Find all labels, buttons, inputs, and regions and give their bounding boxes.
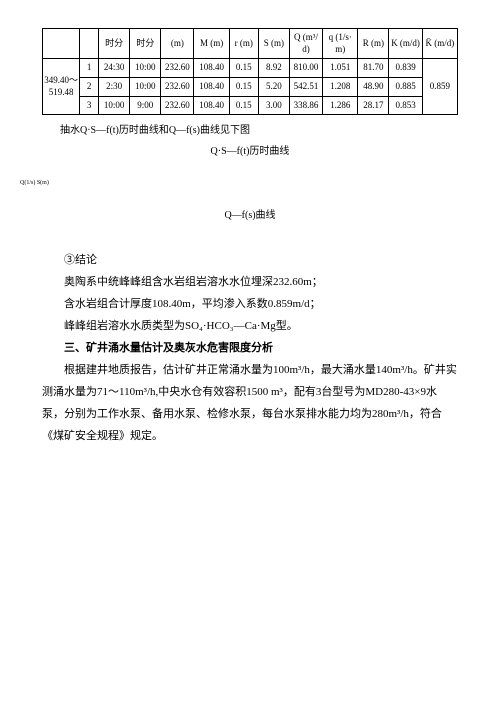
cell: 2:30	[99, 78, 130, 97]
section-heading: 三、矿井涌水量估计及奥灰水危害限度分析	[42, 337, 458, 359]
th-1	[80, 29, 99, 59]
th-11: K (m/d)	[389, 29, 422, 59]
cell: 81.70	[358, 59, 389, 78]
cell: 9:00	[130, 96, 161, 115]
cell: 108.40	[194, 96, 229, 115]
cell: 0.15	[229, 78, 258, 97]
cell: 108.40	[194, 78, 229, 97]
cell: 542.51	[289, 78, 322, 97]
table-row: 349.40～519.48 1 24:30 10:00 232.60 108.4…	[43, 59, 458, 78]
table-header-row: 时分 时分 (m) M (m) r (m) S (m) Q (m³/d) q (…	[43, 29, 458, 59]
cell: 24:30	[99, 59, 130, 78]
paragraph: 峰峰组岩溶水水质类型为SO₄·HCO₃—Ca·Mg型。	[42, 315, 458, 337]
row-num: 2	[80, 78, 99, 97]
table-row: 2 2:30 10:00 232.60 108.40 0.15 5.20 542…	[43, 78, 458, 97]
cell: 0.885	[389, 78, 422, 97]
cell: 0.15	[229, 96, 258, 115]
row-num: 1	[80, 59, 99, 78]
caption-chart-2: Q—f(s)曲线	[42, 208, 458, 223]
cell: 1.208	[323, 78, 358, 97]
row-left-header: 349.40～519.48	[43, 59, 80, 115]
cell: 0.15	[229, 59, 258, 78]
conclusion-heading: ③结论	[42, 249, 458, 271]
th-5: M (m)	[194, 29, 229, 59]
caption-chart-1: Q·S—f(t)历时曲线	[42, 144, 458, 159]
kbar-cell: 0.859	[422, 59, 457, 115]
cell: 232.60	[161, 59, 194, 78]
axis-label-small: Q(1/s) S(m)	[20, 179, 458, 188]
th-4: (m)	[161, 29, 194, 59]
cell: 232.60	[161, 96, 194, 115]
paragraph: 奥陶系中统峰峰组含水岩组岩溶水水位埋深232.60m；	[42, 271, 458, 293]
th-12: K̄ (m/d)	[422, 29, 457, 59]
cell: 10:00	[130, 78, 161, 97]
table-row: 3 10:00 9:00 232.60 108.40 0.15 3.00 338…	[43, 96, 458, 115]
cell: 5.20	[258, 78, 289, 97]
cell: 10:00	[99, 96, 130, 115]
cell: 0.853	[389, 96, 422, 115]
th-3: 时分	[130, 29, 161, 59]
cell: 108.40	[194, 59, 229, 78]
row-num: 3	[80, 96, 99, 115]
cell: 3.00	[258, 96, 289, 115]
th-2: 时分	[99, 29, 130, 59]
data-table: 时分 时分 (m) M (m) r (m) S (m) Q (m³/d) q (…	[42, 28, 458, 115]
cell: 48.90	[358, 78, 389, 97]
paragraph: 根据建井地质报告，估计矿井正常涌水量为100m³/h，最大涌水量140m³/h。…	[42, 359, 458, 447]
cell: 8.92	[258, 59, 289, 78]
th-7: S (m)	[258, 29, 289, 59]
th-10: R (m)	[358, 29, 389, 59]
cell: 1.286	[323, 96, 358, 115]
cell: 338.86	[289, 96, 322, 115]
cell: 232.60	[161, 78, 194, 97]
cell: 10:00	[130, 59, 161, 78]
cell: 810.00	[289, 59, 322, 78]
cell: 28.17	[358, 96, 389, 115]
caption-below-table: 抽水Q·S—f(t)历时曲线和Q—f(s)曲线见下图	[60, 123, 458, 138]
th-0	[43, 29, 80, 59]
th-9: q (1/s·m)	[323, 29, 358, 59]
body-paragraphs: ③结论 奥陶系中统峰峰组含水岩组岩溶水水位埋深232.60m； 含水岩组合计厚度…	[42, 249, 458, 447]
cell: 1.051	[323, 59, 358, 78]
th-8: Q (m³/d)	[289, 29, 322, 59]
th-6: r (m)	[229, 29, 258, 59]
cell: 0.839	[389, 59, 422, 78]
paragraph: 含水岩组合计厚度108.40m，平均渗入系数0.859m/d；	[42, 293, 458, 315]
